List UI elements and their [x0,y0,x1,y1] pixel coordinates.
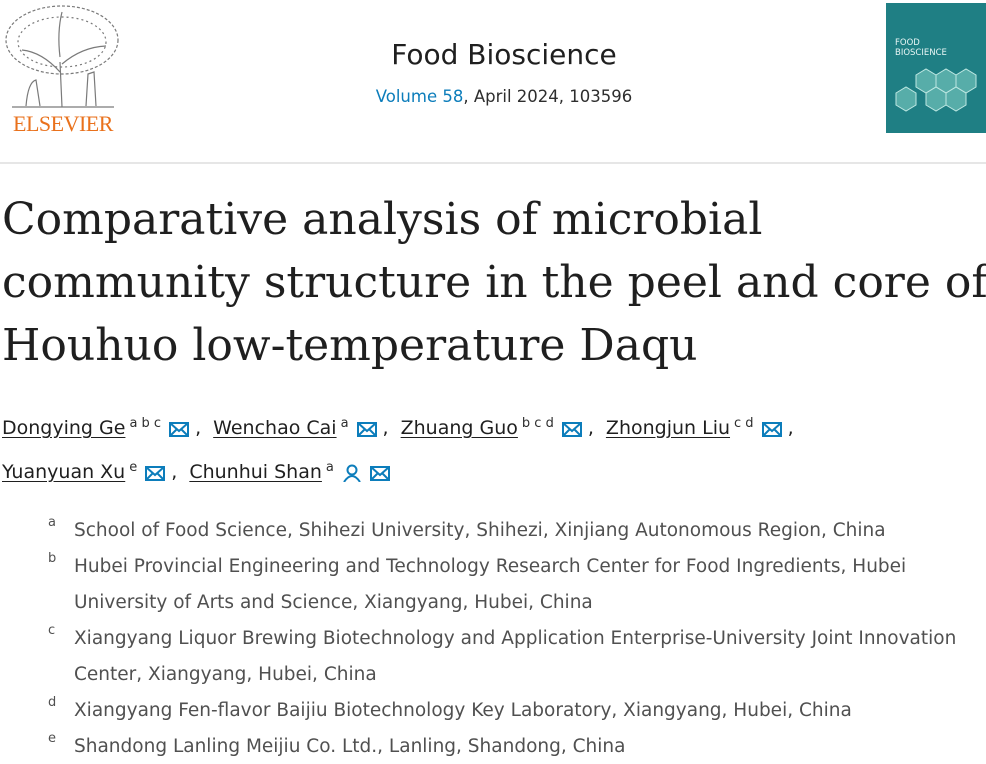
affiliation-text: Hubei Provincial Engineering and Technol… [74,556,907,613]
author-separator: , [195,417,202,439]
affiliation-label: c [48,623,56,638]
email-icon[interactable] [761,420,782,438]
journal-title[interactable]: Food Bioscience [391,38,617,71]
author-name[interactable]: Yuanyuan Xu [2,461,126,483]
author-separator: , [587,417,594,439]
journal-cover[interactable] [886,3,986,133]
author-name[interactable]: Chunhui Shan [189,461,322,483]
affiliation-text: Xiangyang Fen-flavor Baijiu Biotechnolog… [74,700,852,721]
affiliation-label: a [48,515,56,530]
cover-title-line: FOOD [895,38,920,48]
affiliation: c Xiangyang Liquor Brewing Biotechnology … [48,621,984,693]
email-icon[interactable] [356,420,377,438]
author-affiliations: b c d [521,416,554,431]
author-name[interactable]: Zhuang Guo [400,417,518,439]
volume-link[interactable]: Volume 58 [375,87,464,106]
author-list: Dongying Ge a b c, Wenchao Cai a, Zhuang G… [2,404,852,492]
affiliation-label: e [48,731,56,746]
affiliation: b Hubei Provincial Engineering and Techno… [48,549,984,621]
author-affiliations: a b c [129,416,162,431]
author: Wenchao Cai a, [213,416,394,439]
volume-line: Volume 58, April 2024, 103596 [250,87,758,106]
issue-details: , April 2024, 103596 [463,87,633,106]
affiliation: a School of Food Science, Shihezi Univers… [48,513,984,549]
author-name[interactable]: Dongying Ge [2,417,126,439]
email-icon[interactable] [145,464,166,482]
author-separator: , [171,461,178,483]
publisher-logo [5,5,119,108]
article-title: Comparative analysis of microbial communi… [2,188,986,377]
person-icon[interactable] [342,464,362,483]
affiliation-text: Xiangyang Liquor Brewing Biotechnology a… [74,628,957,685]
author-affiliations: c d [734,416,754,431]
author-affiliations: a [325,460,334,475]
author-affiliations: e [129,460,138,475]
author-separator: , [382,417,389,439]
affiliation-label: d [48,695,57,710]
author: Zhongjun Liu c d, [605,416,800,439]
author: Yuanyuan Xu e, [2,460,183,483]
affiliation-label: b [48,551,57,566]
author: Chunhui Shan a [189,460,390,483]
publisher: ELSEVIER [13,111,113,136]
email-icon[interactable] [369,464,390,482]
author: Zhuang Guo b c d, [400,416,600,439]
affiliation: e Shandong Lanling Meijiu Co. Ltd., Lanli… [48,729,984,764]
author-affiliations: a [340,416,349,431]
author-name[interactable]: Zhongjun Liu [605,417,731,439]
email-icon[interactable] [169,420,190,438]
email-icon[interactable] [561,420,582,438]
affiliation-list: a School of Food Science, Shihezi Univers… [48,513,984,764]
cover-title-line: BIOSCIENCE [895,48,947,58]
author: Dongying Ge a b c, [2,416,207,439]
title-line: Houhuo low-temperature Daqu [2,320,698,371]
affiliation-text: School of Food Science, Shihezi Universi… [74,520,886,541]
author-separator: , [787,417,794,439]
author-name[interactable]: Wenchao Cai [213,417,337,439]
title-line: Comparative analysis of microbial [2,194,763,245]
title-line: community structure in the peel and core… [2,257,986,308]
affiliation-text: Shandong Lanling Meijiu Co. Ltd., Lanlin… [74,736,626,757]
affiliation: d Xiangyang Fen-flavor Baijiu Biotechnolo… [48,693,984,729]
divider [0,162,986,164]
cover-title: FOOD BIOSCIENCE [895,38,947,58]
